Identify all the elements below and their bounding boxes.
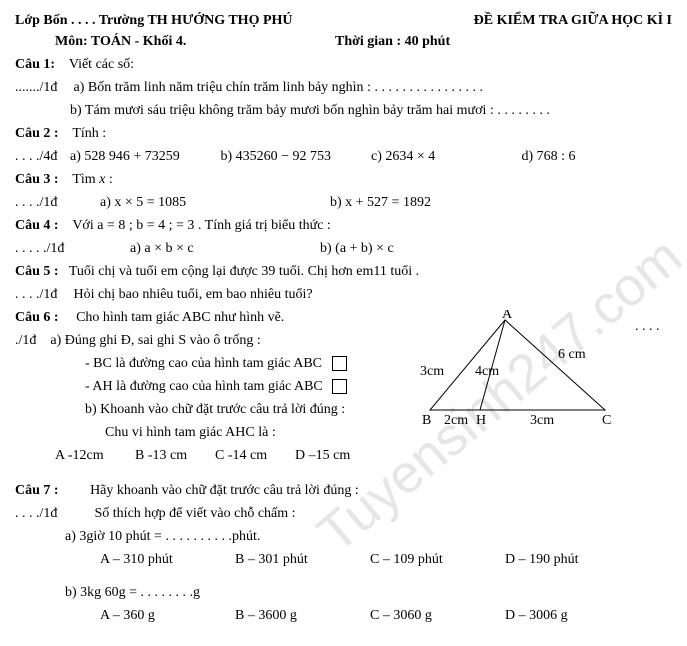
label-6cm: 6 cm — [558, 347, 586, 362]
q7a-B: B – 301 phút — [235, 549, 370, 570]
q7b-D: D – 3006 g — [505, 605, 640, 626]
label-3cm: 3cm — [420, 364, 444, 379]
label-2cm: 2cm — [444, 413, 468, 428]
q7-title-line: Câu 7 : Hãy khoanh vào chữ đặt trước câu… — [15, 480, 672, 501]
q6-opts: A -12cm B -13 cm C -14 cm D –15 cm — [55, 445, 672, 466]
q6-opt-c: C -14 cm — [215, 445, 295, 466]
checkbox-ah[interactable] — [332, 379, 347, 394]
label-a: A — [502, 310, 513, 322]
time: Thời gian : 40 phút — [335, 31, 450, 52]
header-row: Lớp Bốn . . . . Trường TH HƯỚNG THỌ PHÚ … — [15, 10, 672, 31]
checkbox-bc[interactable] — [332, 356, 347, 371]
q6-title: Cho hình tam giác ABC như hình vẽ. — [76, 310, 284, 325]
q4-label: Câu 4 : — [15, 218, 59, 233]
header-left: Lớp Bốn . . . . Trường TH HƯỚNG THỌ PHÚ — [15, 10, 293, 31]
q5-line2: . . . ./1đ Hỏi chị bao nhiêu tuổi, em ba… — [15, 284, 672, 305]
q5-line1: Câu 5 : Tuổi chị và tuổi em cộng lại đượ… — [15, 261, 672, 282]
q7b-C: C – 3060 g — [370, 605, 505, 626]
q3-title-line: Câu 3 : Tìm x : — [15, 169, 672, 190]
q6-suba: a) Đúng ghi Đ, sai ghi S vào ô trống : — [50, 333, 260, 348]
q3-a: a) x × 5 = 1085 — [100, 192, 330, 213]
q4-title: Với a = 8 ; b = 4 ; = 3 . Tính giá trị b… — [72, 218, 331, 233]
label-4cm: 4cm — [475, 364, 499, 379]
q7a-C: C – 109 phút — [370, 549, 505, 570]
subject: Môn: TOÁN - Khối 4. — [55, 31, 335, 52]
q7b-B: B – 3600 g — [235, 605, 370, 626]
label-b: B — [422, 413, 431, 428]
q2-opts: . . . ./4đ a) 528 946 + 73259 b) 435260 … — [15, 146, 672, 167]
q3-score: . . . ./1đ — [15, 192, 70, 213]
q1-a-line: ......./1đ a) Bốn trăm linh năm triệu ch… — [15, 77, 672, 98]
q6-score: ./1đ — [15, 333, 36, 348]
q4-a: a) a × b × c — [130, 238, 320, 259]
q7-score: . . . ./1đ — [15, 503, 70, 524]
q2-a: a) 528 946 + 73259 — [70, 146, 221, 167]
q1-title-line: Câu 1: Viết các số: — [15, 54, 672, 75]
q6-opt-a: A -12cm — [55, 445, 135, 466]
q1-title: Viết các số: — [69, 57, 134, 72]
q7-b-prompt: b) 3kg 60g = . . . . . . . .g — [65, 582, 672, 603]
q7-title: Hãy khoanh vào chữ đặt trước câu trả lời… — [90, 483, 359, 498]
q6-ah: - AH là đường cao của hình tam giác ABC — [85, 379, 323, 394]
q6-opt-b: B -13 cm — [135, 445, 215, 466]
q2-title: Tính : — [72, 126, 106, 141]
q1-label: Câu 1: — [15, 57, 55, 72]
q7-sub-line: . . . ./1đ Số thích hợp để viết vào chỗ … — [15, 503, 672, 524]
q1-a: a) Bốn trăm linh năm triệu chín trăm lin… — [74, 80, 483, 95]
subheader-row: Môn: TOÁN - Khối 4. Thời gian : 40 phút — [55, 31, 672, 52]
q3-title: Tìm x : — [72, 172, 112, 187]
q2-c: c) 2634 × 4 — [371, 146, 522, 167]
q3-opts: . . . ./1đ a) x × 5 = 1085 b) x + 527 = … — [15, 192, 672, 213]
q1-score: ......./1đ — [15, 77, 70, 98]
q7-label: Câu 7 : — [15, 483, 59, 498]
q3-b: b) x + 527 = 1892 — [330, 192, 431, 213]
q1-b: b) Tám mươi sáu triệu không trăm bảy mươ… — [70, 100, 672, 121]
dots-right: . . . . — [635, 319, 660, 334]
q4-b: b) (a + b) × c — [320, 238, 394, 259]
q7-sub: Số thích hợp để viết vào chỗ chấm : — [95, 506, 296, 521]
q5-text2: Hỏi chị bao nhiêu tuổi, em bao nhiêu tuổ… — [74, 287, 313, 302]
q2-title-line: Câu 2 : Tính : — [15, 123, 672, 144]
q7-a-prompt: a) 3giờ 10 phút = . . . . . . . . . .phú… — [65, 526, 672, 547]
q7-a-opts: A – 310 phút B – 301 phút C – 109 phút D… — [100, 549, 672, 570]
q2-label: Câu 2 : — [15, 126, 59, 141]
q7b-A: A – 360 g — [100, 605, 235, 626]
q5-label: Câu 5 : — [15, 264, 59, 279]
q4-title-line: Câu 4 : Với a = 8 ; b = 4 ; = 3 . Tính g… — [15, 215, 672, 236]
label-3cm-hc: 3cm — [530, 413, 554, 428]
q6-opt-d: D –15 cm — [295, 445, 375, 466]
q6-bc: - BC là đường cao của hình tam giác ABC — [85, 356, 322, 371]
q6-label: Câu 6 : — [15, 310, 59, 325]
q5-text1: Tuổi chị và tuổi em cộng lại được 39 tuổ… — [69, 264, 419, 279]
q7-b-opts: A – 360 g B – 3600 g C – 3060 g D – 3006… — [100, 605, 672, 626]
triangle-figure: A B H C 3cm 4cm 6 cm 2cm 3cm . . . . — [420, 310, 660, 447]
header-right: ĐỀ KIỂM TRA GIỮA HỌC KÌ I — [474, 10, 672, 31]
q7a-D: D – 190 phút — [505, 549, 640, 570]
triangle-abc — [430, 320, 605, 410]
q2-b: b) 435260 − 92 753 — [221, 146, 372, 167]
q7a-A: A – 310 phút — [100, 549, 235, 570]
label-h: H — [476, 413, 486, 428]
q4-score: . . . . ./1đ — [15, 238, 70, 259]
q3-label: Câu 3 : — [15, 172, 59, 187]
q4-opts: . . . . ./1đ a) a × b × c b) (a + b) × c — [15, 238, 672, 259]
q2-d: d) 768 : 6 — [522, 146, 673, 167]
q5-score: . . . ./1đ — [15, 284, 70, 305]
label-c: C — [602, 413, 611, 428]
q2-score: . . . ./4đ — [15, 146, 70, 167]
